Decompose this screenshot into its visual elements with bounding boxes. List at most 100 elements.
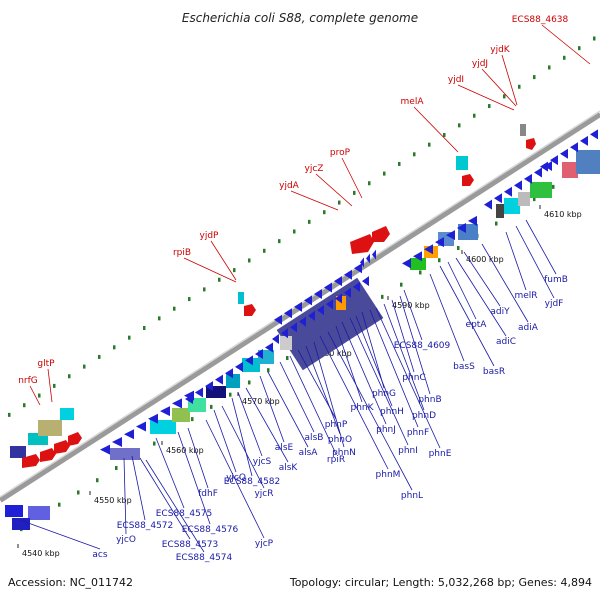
label-leader (341, 321, 387, 425)
label-leader (29, 385, 41, 406)
label-leader (481, 68, 517, 107)
gene-feature (562, 162, 578, 178)
kbp-label: 4580 kbp (314, 349, 352, 358)
gene-feature (496, 204, 504, 218)
gene-label: ECS88_4609 (394, 341, 451, 351)
label-leader (369, 309, 419, 428)
tick-mark (8, 412, 11, 417)
gene-label: yjcP (255, 539, 274, 549)
tick-mark (218, 277, 221, 282)
kbp-label: 4600 kbp (466, 255, 504, 264)
tick-mark (38, 393, 41, 398)
gene-arrow (225, 368, 233, 379)
label-leader (541, 24, 591, 65)
gene-arrow (514, 180, 522, 191)
label-leader (439, 265, 495, 367)
kbp-label: 4570 kbp (242, 397, 280, 406)
label-leader (341, 157, 363, 199)
gene-label: phnO (328, 435, 352, 445)
tick-mark (413, 152, 416, 157)
gene-arrow (304, 295, 312, 306)
kbp-label: 4610 kbp (544, 210, 582, 219)
tick-mark (381, 294, 384, 299)
tick-mark (23, 403, 26, 408)
label-leader (515, 225, 555, 299)
gene-label: adiC (496, 337, 516, 347)
gene-label: fdhF (198, 489, 218, 499)
tick-mark (96, 478, 99, 483)
label-leader (391, 299, 415, 373)
gene-arrow (457, 222, 466, 233)
gene-feature (238, 292, 244, 304)
gene-label: yjcR (254, 489, 273, 499)
tick-mark (400, 282, 403, 287)
gene-label: rpiR (327, 455, 345, 465)
gene-label: ECS88_4572 (117, 521, 174, 531)
tick-mark (533, 197, 536, 202)
gene-arrow (185, 393, 193, 404)
gene-feature (518, 192, 530, 206)
gene-label: nrfG (18, 376, 38, 386)
gene-feature (12, 518, 30, 530)
label-leader (429, 273, 465, 362)
gene-label: eptA (466, 320, 488, 330)
gene-feature (22, 454, 40, 468)
gene-label: yjdF (545, 299, 564, 309)
gene-arrow (255, 348, 263, 359)
gene-arrow (590, 129, 598, 140)
gene-arrow (344, 269, 352, 280)
label-leader (47, 368, 53, 403)
tick-mark (263, 248, 266, 253)
gene-label: alsB (305, 433, 324, 443)
label-leader (355, 315, 393, 407)
gene-label: melR (514, 291, 537, 301)
gene-arrow (281, 328, 288, 339)
gene-feature (28, 506, 50, 520)
label-leader (505, 231, 527, 291)
tick-mark (210, 404, 213, 409)
gene-label: gltP (37, 359, 55, 369)
tick-mark (593, 36, 596, 41)
tick-mark (548, 65, 551, 70)
gene-arrow (362, 276, 369, 287)
gene-arrow (299, 316, 306, 327)
gene-arrow (314, 288, 322, 299)
gene-features (5, 124, 600, 530)
tick-mark (128, 335, 131, 340)
label-leader (447, 261, 477, 320)
gene-feature (526, 138, 536, 150)
tick-mark (115, 466, 118, 471)
tick-mark (503, 94, 506, 99)
gene-arrow (570, 142, 578, 153)
gene-label: alsE (275, 443, 294, 453)
gene-arrow (335, 293, 342, 304)
label-leader (259, 375, 285, 443)
tick-mark (248, 258, 251, 263)
gene-arrow (468, 215, 477, 226)
gene-feature (5, 505, 23, 517)
gene-feature (172, 408, 190, 422)
gene-feature (372, 226, 390, 242)
tick-mark (191, 417, 194, 422)
tick-mark (278, 239, 281, 244)
gene-arrow (324, 282, 332, 293)
label-leader (145, 459, 205, 553)
label-leader (139, 457, 191, 540)
gene-feature (226, 374, 240, 388)
gene-label: proP (330, 148, 351, 158)
label-leader (177, 431, 211, 525)
gene-label: ECS88_4582 (224, 477, 281, 487)
gene-feature (60, 408, 74, 420)
label-leader (290, 190, 339, 211)
tick-mark (533, 75, 536, 80)
tick-mark (83, 364, 86, 369)
gene-feature (280, 336, 292, 350)
label-leader (481, 243, 529, 323)
label-leader (313, 341, 345, 448)
gene-arrow (524, 173, 532, 184)
genome-stats-text: Topology: circular; Length: 5,032,268 bp… (289, 576, 592, 589)
gene-label: yjcZ (305, 164, 324, 174)
gene-arrow (540, 161, 548, 172)
tick-mark (158, 316, 161, 321)
